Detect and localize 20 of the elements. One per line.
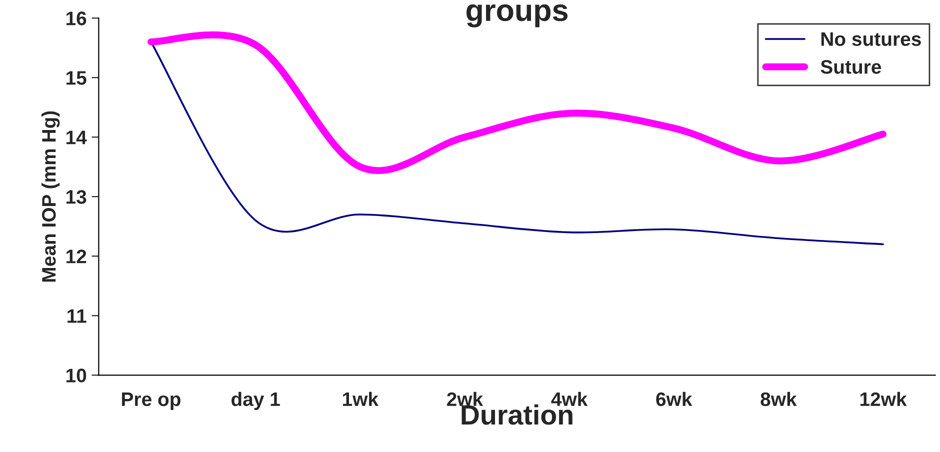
y-tick-label: 16 <box>66 12 86 26</box>
x-axis-title: Duration <box>462 404 572 425</box>
legend-label: Suture <box>820 60 882 74</box>
y-axis-title: Mean IOP (mm Hg) <box>42 111 60 282</box>
x-tick-label: Pre op <box>122 392 180 410</box>
x-tick-label: 4wk <box>551 392 588 406</box>
x-tick-label: 1wk <box>342 392 379 406</box>
y-tick-label: 14 <box>66 130 87 144</box>
x-tick-label: 12wk <box>860 392 907 406</box>
x-tick-label: day 1 <box>232 392 280 410</box>
y-tick-label: 12 <box>66 250 86 264</box>
y-tick-label: 15 <box>66 71 86 85</box>
y-tick-label: 11 <box>68 309 86 323</box>
x-tick-label: 2wk <box>447 392 484 406</box>
x-tick-label: 8wk <box>760 392 797 406</box>
y-tick-label: 13 <box>66 190 86 204</box>
x-tick-label: 6wk <box>656 392 692 406</box>
chart-title: groups <box>466 4 568 28</box>
y-tick-label: 10 <box>66 368 86 382</box>
legend-label: No sutures <box>821 32 921 46</box>
